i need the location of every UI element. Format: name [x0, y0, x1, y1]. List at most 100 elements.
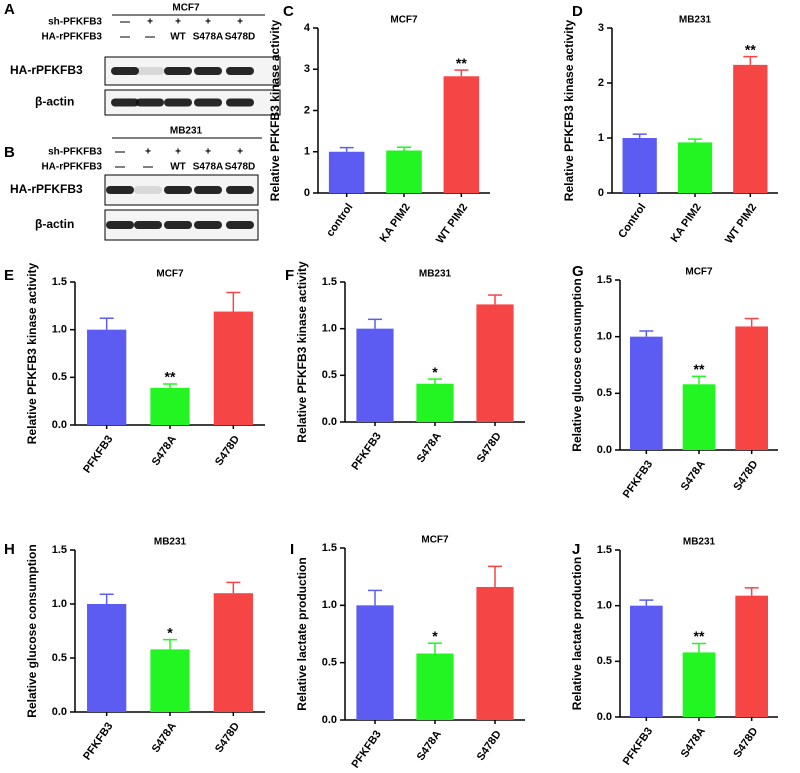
x-tick-label: S478A [679, 458, 708, 492]
significance: ** [694, 628, 705, 644]
lane-label: — [143, 162, 153, 173]
band [164, 221, 192, 229]
band [106, 221, 134, 229]
y-axis-label: Relative glucose consumption [25, 544, 39, 717]
y-tick-label: 1.5 [597, 274, 612, 286]
lane-label: + [175, 147, 181, 158]
y-tick-label: 0.5 [322, 657, 337, 669]
band [194, 67, 222, 75]
panel-letter: G [572, 263, 584, 280]
x-tick-label: KA PIM2 [669, 202, 704, 245]
lane-label: WT [170, 32, 186, 43]
x-tick-label: S478D [475, 430, 504, 464]
blot-title: MCF7 [172, 3, 200, 14]
lane-label: WT [170, 162, 186, 173]
x-tick-label: S478D [731, 458, 760, 492]
band [194, 186, 222, 194]
y-axis-label: Relative PFKFB3 kinase activity [562, 19, 576, 201]
y-tick-label: 1.0 [322, 323, 337, 335]
y-tick-label: 1.5 [52, 544, 67, 556]
y-axis-label: Relative PFKFB3 kinase activity [295, 261, 309, 443]
significance: * [432, 364, 438, 380]
x-tick-label: KA PIM2 [378, 202, 413, 245]
y-axis-label: Relative PFKFB3 kinase activity [25, 262, 39, 444]
x-tick-label: PFKFB3 [621, 726, 655, 768]
chart-title: MB231 [679, 15, 712, 26]
y-tick-label: 2 [304, 104, 310, 116]
chart-title: MB231 [419, 269, 452, 280]
y-tick-label: 1.0 [52, 324, 67, 336]
bar [150, 387, 190, 425]
y-tick-label: 0.5 [52, 371, 67, 383]
y-tick-label: 0.5 [322, 369, 337, 381]
condition-label: sh-PFKFB3 [48, 147, 102, 158]
panel-letter: J [572, 541, 580, 558]
bar [677, 142, 713, 193]
bar [416, 653, 454, 720]
x-tick-label: S478A [150, 720, 179, 754]
x-tick-label: WT PIM2 [723, 202, 759, 246]
band [164, 98, 192, 107]
lane-label: + [205, 147, 211, 158]
band [111, 67, 139, 75]
condition-label: HA-rPFKFB3 [41, 32, 102, 43]
y-tick-label: 1.5 [597, 544, 612, 556]
x-tick-label: PFKFB3 [81, 434, 115, 476]
band-label: β-actin [35, 217, 74, 231]
y-tick-label: 0.5 [597, 655, 612, 667]
chart-title: MCF7 [685, 267, 713, 278]
lane-label: — [115, 147, 125, 158]
x-tick-label: Control [616, 202, 648, 241]
bar [733, 64, 768, 193]
y-tick-label: 0.0 [597, 444, 612, 456]
bar [622, 138, 657, 193]
x-tick-label: PFKFB3 [81, 721, 115, 763]
bar [735, 326, 768, 450]
chart-title: MB231 [154, 537, 187, 548]
band [164, 186, 192, 194]
condition-label: sh-PFKFB3 [48, 17, 102, 28]
panel-letter: A [4, 1, 15, 18]
x-tick-label: WT PIM2 [434, 202, 470, 246]
lane-label: S478A [193, 32, 224, 43]
bar [87, 604, 127, 712]
x-tick-label: S478D [731, 725, 760, 759]
bar [682, 652, 716, 717]
lane-label: + [147, 17, 153, 28]
significance: ** [694, 361, 705, 377]
bar [87, 329, 127, 425]
y-tick-label: 1.5 [322, 276, 337, 288]
y-tick-label: 1.0 [597, 331, 612, 343]
significance: ** [745, 41, 756, 57]
band [136, 98, 164, 107]
bar [213, 593, 253, 712]
band [134, 221, 162, 229]
bar [735, 595, 768, 717]
significance: ** [165, 369, 176, 385]
x-tick-label: PFKFB3 [349, 729, 383, 771]
y-tick-label: 4 [304, 22, 311, 34]
panel-letter: H [4, 541, 15, 558]
y-axis-label: Relative PFKFB3 kinase activity [268, 19, 282, 201]
panel-letter: D [572, 3, 583, 20]
bar [213, 311, 253, 425]
panel-letter: I [290, 541, 294, 558]
chart-title: MCF7 [390, 15, 418, 26]
band [164, 67, 192, 75]
bar [630, 336, 663, 450]
lane-label: — [120, 32, 130, 43]
lane-label: + [237, 147, 243, 158]
blot-title: MB231 [170, 126, 203, 137]
band [111, 98, 139, 107]
band [136, 67, 164, 75]
y-tick-label: 0 [304, 187, 310, 199]
significance: * [167, 624, 173, 640]
lane-label: S478A [193, 162, 224, 173]
band-label: HA-rPFKFB3 [10, 182, 83, 196]
lane-label: + [205, 17, 211, 28]
chart-title: MB231 [683, 537, 716, 548]
x-tick-label: S478D [213, 720, 242, 754]
y-tick-label: 0.0 [322, 714, 337, 726]
y-tick-label: 1.0 [597, 600, 612, 612]
y-tick-label: 0.0 [322, 416, 337, 428]
